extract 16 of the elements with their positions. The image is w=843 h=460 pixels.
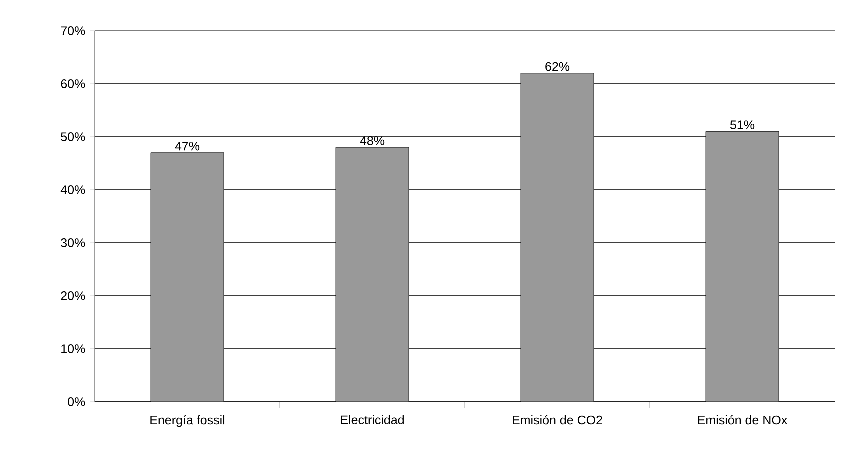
data-label: 47%	[175, 142, 200, 151]
y-tick-label: 50%	[61, 132, 86, 142]
x-tick-label: Emisión de NOx	[698, 415, 788, 425]
data-label: 48%	[360, 136, 385, 146]
x-tick-label: Energía fossil	[150, 415, 225, 428]
y-tick-label: 70%	[61, 26, 86, 36]
data-label: 51%	[730, 120, 755, 130]
y-tick-label: 40%	[60, 186, 86, 194]
x-tick-label: Electricidad	[341, 415, 404, 425]
x-tick-label: Emisión de CO2	[513, 415, 602, 425]
y-tick-label: 60%	[61, 80, 86, 88]
y-tick-label: 20%	[61, 292, 86, 300]
data-label: 62%	[546, 62, 570, 72]
y-tick-label: 0%	[68, 398, 86, 406]
y-tick-label: 10%	[62, 344, 86, 354]
y-tick-label: 30%	[61, 238, 86, 248]
